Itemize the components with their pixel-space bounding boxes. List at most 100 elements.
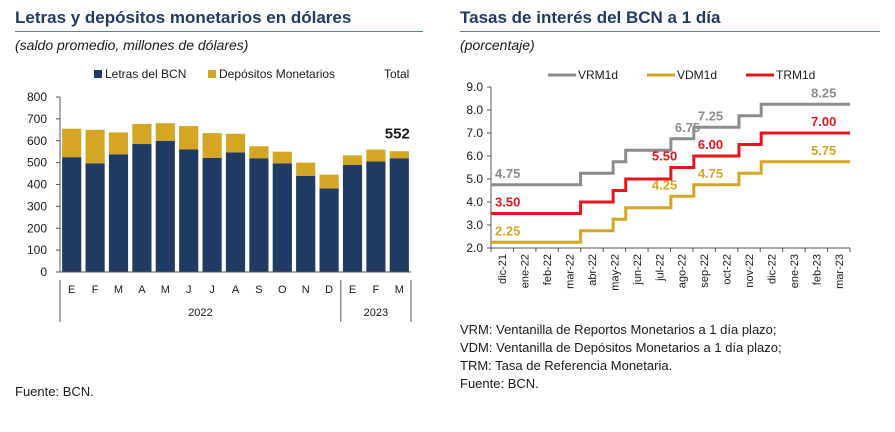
bar-depositos [272, 151, 292, 164]
y-tick-label: 4.0 [466, 195, 483, 209]
y-tick-label: 700 [27, 112, 47, 126]
bar-depositos [155, 123, 175, 141]
rate-notes: VRM: Ventanilla de Reportos Monetarios a… [460, 321, 782, 393]
x-tick-label: J [186, 284, 192, 296]
data-label: 6.00 [698, 137, 723, 152]
bar-depositos [366, 149, 386, 162]
y-tick-label: 600 [27, 134, 47, 148]
x-tick-label: A [138, 284, 146, 296]
left-chart-title: Letras y depósitos monetarios en dólares [15, 8, 352, 27]
x-tick-label: S [255, 284, 262, 296]
year-label: 2023 [364, 307, 388, 319]
data-label: 7.00 [811, 114, 836, 129]
bar-depositos [296, 162, 316, 176]
legend-swatch [94, 70, 102, 78]
bar-letras [62, 157, 82, 272]
left-chart-subtitle: (saldo promedio, millones de dólares) [15, 37, 249, 53]
total-annotation: 552 [385, 125, 410, 142]
y-tick-label: 200 [27, 221, 47, 235]
x-tick-label: O [278, 284, 287, 296]
x-tick-label: E [68, 284, 75, 296]
x-tick-label: D [325, 284, 333, 296]
bar-depositos [225, 133, 246, 153]
rate-step-chart: 2.0 3.0 4.0 5.0 6.0 7.0 8.0 9.0 dic-21 ene-22 feb-… [466, 68, 851, 291]
data-label: 8.25 [811, 85, 836, 100]
x-tick-label: J [209, 284, 215, 296]
note-vrm: VRM: Ventanilla de Reportos Monetarios a… [460, 322, 777, 337]
bar-depositos [319, 174, 339, 189]
y-tick-label: 5.0 [466, 172, 483, 186]
bar-letras [249, 158, 269, 272]
left-title-rule [15, 31, 423, 32]
y-tick-label: 9.0 [466, 80, 483, 94]
y-tick-label: 100 [27, 243, 47, 257]
bar-letras [155, 140, 175, 272]
left-source-note: Fuente: BCN. [15, 384, 94, 399]
y-tick-label: 400 [27, 178, 47, 192]
x-tick-label: oct-22 [722, 254, 734, 285]
legend-label: Depósitos Monetarios [219, 67, 335, 81]
x-tick-label: dic-21 [497, 254, 509, 284]
x-tick-label: M [161, 284, 170, 296]
y-tick-label: 3.0 [466, 218, 483, 232]
x-tick-label: A [232, 284, 240, 296]
data-label: 4.75 [495, 166, 520, 181]
x-tick-label: may-22 [609, 254, 621, 291]
bar-letras [132, 144, 152, 272]
x-tick-label: mar-22 [565, 254, 577, 289]
data-label: 2.25 [495, 223, 520, 238]
y-tick-label: 7.0 [466, 126, 483, 140]
bar-depositos [202, 133, 222, 158]
x-tick-label: F [92, 284, 99, 296]
right-source-note: Fuente: BCN. [460, 376, 539, 391]
right-chart-title: Tasas de interés del BCN a 1 día [460, 8, 721, 27]
legend-label: Letras del BCN [105, 67, 186, 81]
y-tick-label: 6.0 [466, 149, 483, 163]
data-label: 3.50 [495, 195, 520, 210]
bar-depositos [108, 132, 129, 155]
x-tick-label: ago-22 [677, 254, 689, 288]
bar-letras [366, 161, 386, 272]
bar-letras [85, 163, 105, 272]
bar-depositos [132, 123, 152, 145]
y-tick-label: 800 [27, 90, 47, 104]
data-label: 5.50 [652, 149, 677, 164]
series-line-vrm1d [491, 102, 850, 187]
bar-letras [342, 164, 363, 272]
bar-letras [272, 163, 292, 272]
series-line-trm1d [491, 131, 850, 215]
data-label: 6.75 [675, 120, 700, 135]
x-tick-label: N [302, 284, 310, 296]
bar-letras [108, 154, 129, 272]
x-tick-label: nov-22 [744, 254, 756, 288]
x-tick-label: sep-22 [699, 254, 711, 288]
data-label: 4.25 [652, 177, 677, 192]
bar-depositos [249, 146, 269, 159]
legend-label: VDM1d [677, 68, 717, 82]
note-vdm: VDM: Ventanilla de Depósitos Monetarios … [460, 340, 782, 355]
x-tick-label: M [395, 284, 404, 296]
x-tick-label: abr-22 [587, 254, 599, 286]
right-title-rule [460, 31, 880, 32]
x-tick-label: dic-22 [766, 254, 778, 284]
x-tick-label: jun-22 [632, 254, 644, 286]
y-tick-label: 300 [27, 199, 47, 213]
x-tick-label: mar-23 [834, 254, 846, 289]
note-trm: TRM: Tasa de Referencia Monetaria. [460, 358, 673, 373]
bar-depositos [342, 155, 363, 165]
legend-label: VRM1d [578, 68, 618, 82]
bar-letras [319, 188, 339, 272]
x-tick-label: feb-23 [811, 254, 823, 285]
bar-depositos [62, 128, 82, 158]
bar-letras [179, 149, 199, 272]
x-tick-label: F [373, 284, 380, 296]
x-tick-label: M [114, 284, 123, 296]
y-tick-label: 500 [27, 156, 47, 170]
data-label: 4.75 [698, 166, 723, 181]
x-tick-label: jul-22 [654, 254, 666, 282]
bar-letras [202, 157, 222, 272]
x-tick-label: E [349, 284, 356, 296]
bar-depositos [85, 129, 105, 164]
y-tick-label: 8.0 [466, 103, 483, 117]
legend-label: TRM1d [776, 68, 815, 82]
